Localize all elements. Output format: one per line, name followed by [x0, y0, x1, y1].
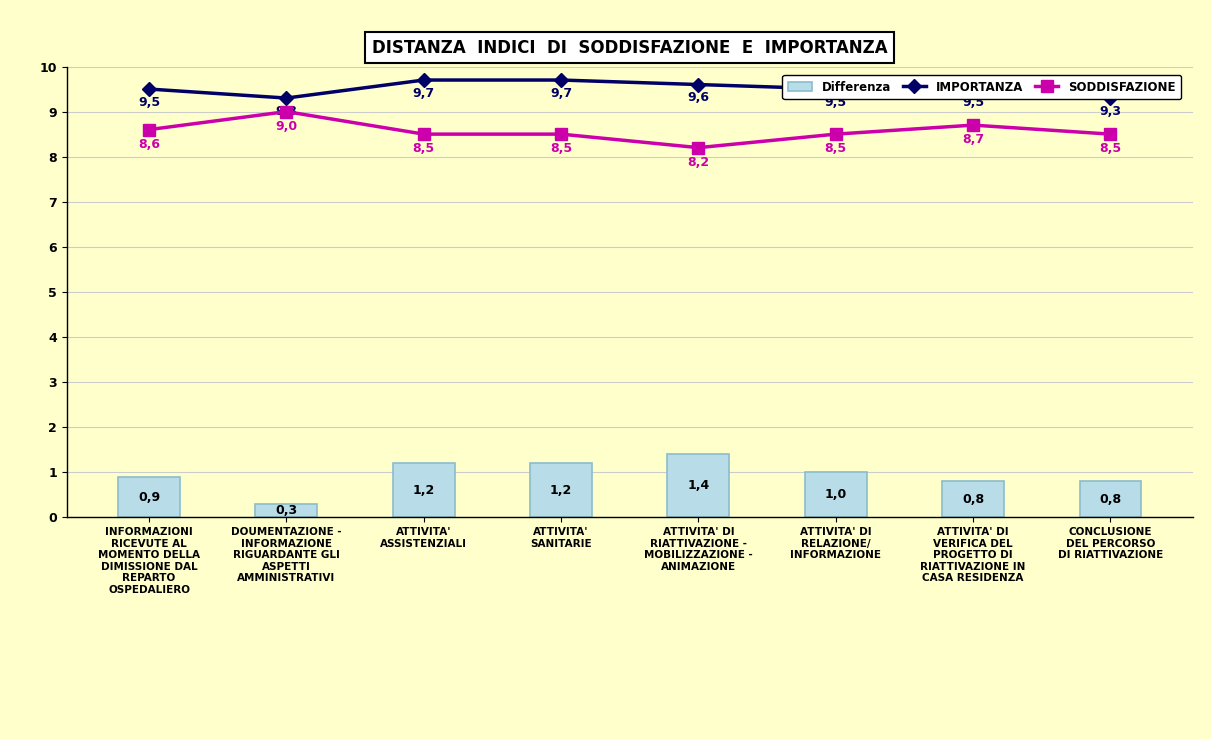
Bar — [392, 463, 454, 517]
Text: 1,0: 1,0 — [825, 488, 846, 501]
Bar — [667, 454, 729, 517]
Bar — [256, 504, 317, 517]
Bar — [805, 472, 867, 517]
Text: 9,3: 9,3 — [275, 105, 298, 118]
Bar — [530, 463, 592, 517]
Text: 0,3: 0,3 — [275, 504, 298, 517]
Bar — [942, 481, 1004, 517]
Text: 1,2: 1,2 — [413, 484, 435, 497]
Text: 8,6: 8,6 — [138, 137, 160, 151]
Text: 1,2: 1,2 — [550, 484, 572, 497]
Text: 0,8: 0,8 — [962, 493, 985, 505]
Text: 9,5: 9,5 — [962, 96, 985, 109]
Text: 0,8: 0,8 — [1100, 493, 1121, 505]
Text: 9,7: 9,7 — [413, 86, 435, 100]
Text: 8,2: 8,2 — [688, 156, 710, 168]
Bar — [119, 477, 180, 517]
Text: 9,0: 9,0 — [275, 120, 298, 133]
Text: 9,5: 9,5 — [138, 96, 160, 109]
Text: 8,5: 8,5 — [825, 142, 846, 155]
Text: 9,3: 9,3 — [1100, 105, 1121, 118]
Text: 8,7: 8,7 — [962, 133, 985, 146]
Text: 9,6: 9,6 — [688, 92, 710, 104]
Bar — [1079, 481, 1141, 517]
Text: 9,5: 9,5 — [825, 96, 846, 109]
Text: 8,5: 8,5 — [1100, 142, 1121, 155]
Text: 8,5: 8,5 — [413, 142, 435, 155]
Text: 8,5: 8,5 — [550, 142, 572, 155]
Legend: Differenza, IMPORTANZA, SODDISFAZIONE: Differenza, IMPORTANZA, SODDISFAZIONE — [782, 75, 1181, 100]
Text: 1,4: 1,4 — [688, 480, 710, 492]
Text: 9,7: 9,7 — [550, 86, 572, 100]
Title: DISTANZA  INDICI  DI  SODDISFAZIONE  E  IMPORTANZA: DISTANZA INDICI DI SODDISFAZIONE E IMPOR… — [372, 38, 888, 57]
Text: 0,9: 0,9 — [138, 491, 160, 503]
